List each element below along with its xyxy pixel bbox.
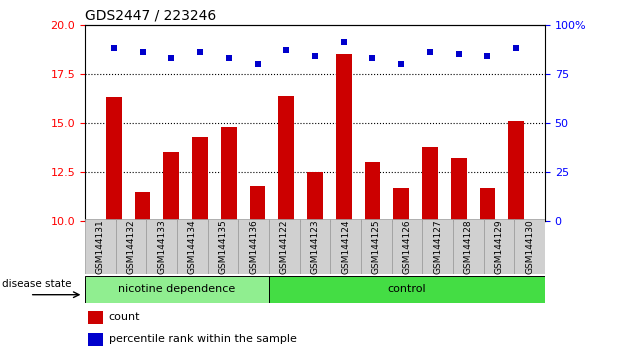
FancyBboxPatch shape [85,219,116,274]
FancyBboxPatch shape [453,219,484,274]
Text: GSM144133: GSM144133 [158,219,166,274]
Text: GSM144122: GSM144122 [280,220,289,274]
Text: GSM144124: GSM144124 [341,220,350,274]
FancyBboxPatch shape [514,219,545,274]
Text: GSM144127: GSM144127 [433,219,442,274]
Text: GSM144136: GSM144136 [249,219,258,274]
Bar [508,121,524,221]
Bar [336,54,352,221]
Text: GSM144131: GSM144131 [96,219,105,274]
Point [281,47,291,53]
Point [396,61,406,67]
Bar [88,333,103,346]
Bar [135,192,151,221]
Bar [106,97,122,221]
Text: GSM144132: GSM144132 [127,219,135,274]
Point [310,53,320,59]
FancyBboxPatch shape [116,219,146,274]
FancyBboxPatch shape [269,219,300,274]
Bar [88,311,103,324]
Bar [85,276,269,303]
Text: GDS2447 / 223246: GDS2447 / 223246 [85,8,216,22]
FancyBboxPatch shape [330,219,361,274]
Bar [278,96,294,221]
Point [511,46,521,51]
Bar [249,186,265,221]
Point [137,50,147,55]
Bar [451,158,467,221]
Text: GSM144129: GSM144129 [495,219,503,274]
Bar [307,172,323,221]
FancyBboxPatch shape [208,219,238,274]
Point [425,50,435,55]
Bar [365,162,381,221]
Bar [393,188,409,221]
FancyBboxPatch shape [422,219,453,274]
Bar [269,276,545,303]
Point [195,50,205,55]
FancyBboxPatch shape [300,219,330,274]
Point [483,53,493,59]
Text: GSM144130: GSM144130 [525,219,534,274]
Text: disease state: disease state [2,279,71,289]
Text: percentile rank within the sample: percentile rank within the sample [108,335,296,344]
FancyBboxPatch shape [146,219,177,274]
Point [454,51,464,57]
Point [224,55,234,61]
Text: GSM144125: GSM144125 [372,219,381,274]
FancyBboxPatch shape [392,219,422,274]
Bar [192,137,208,221]
FancyBboxPatch shape [238,219,269,274]
Bar [163,153,179,221]
Text: count: count [108,312,140,322]
Text: GSM144126: GSM144126 [403,219,411,274]
FancyBboxPatch shape [177,219,208,274]
Text: GSM144135: GSM144135 [219,219,227,274]
Text: GSM144123: GSM144123 [311,219,319,274]
Bar [422,147,438,221]
Text: control: control [387,284,427,295]
Text: GSM144128: GSM144128 [464,219,472,274]
Bar [479,188,495,221]
FancyBboxPatch shape [361,219,392,274]
Point [109,46,119,51]
Text: nicotine dependence: nicotine dependence [118,284,236,295]
Point [253,61,263,67]
Point [367,55,377,61]
FancyBboxPatch shape [484,219,514,274]
Text: GSM144134: GSM144134 [188,219,197,274]
Point [339,40,349,45]
Bar [221,127,237,221]
Point [166,55,176,61]
